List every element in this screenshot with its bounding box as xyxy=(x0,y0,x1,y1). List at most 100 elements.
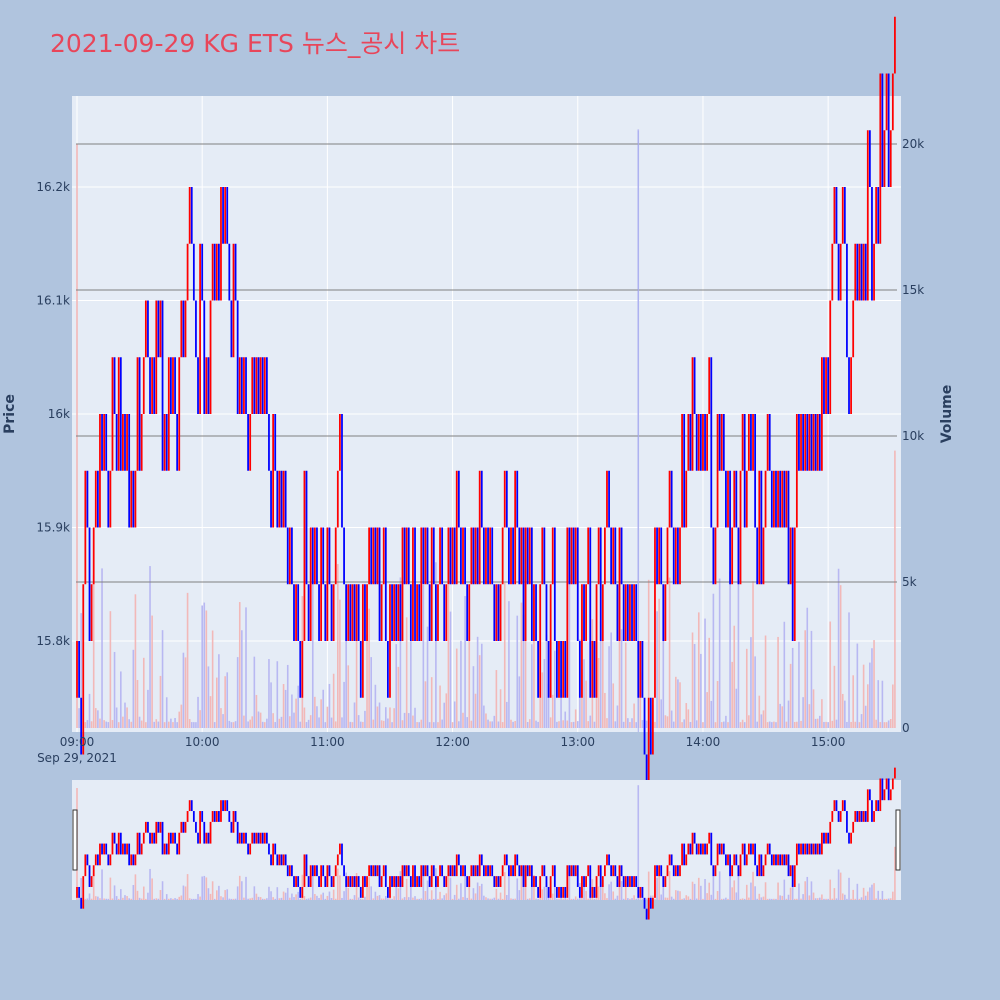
candle xyxy=(163,414,166,471)
volume-bar xyxy=(499,689,502,728)
slider-candle xyxy=(750,843,752,855)
candle xyxy=(568,527,571,585)
slider-candle xyxy=(825,832,827,844)
volume-bar xyxy=(113,651,116,728)
slider-volume-bar xyxy=(309,897,312,900)
slider-volume-bar xyxy=(647,871,650,900)
slider-volume-bar xyxy=(675,890,677,900)
volume-bar xyxy=(618,592,621,728)
volume-bar xyxy=(771,722,773,728)
volume-bar xyxy=(232,722,235,728)
slider-candle xyxy=(887,778,890,801)
slider-volume-bar xyxy=(385,896,387,900)
slider-candle xyxy=(397,876,400,887)
slider-candle xyxy=(530,865,533,887)
slider-volume-bar xyxy=(612,891,615,900)
candle xyxy=(286,527,289,585)
volume-bar xyxy=(351,722,354,728)
candle xyxy=(578,641,581,698)
candle xyxy=(359,641,362,698)
volume-bar xyxy=(126,707,128,728)
slider-volume-bar xyxy=(113,885,116,900)
slider-volume-bar xyxy=(858,898,861,900)
slider-candle xyxy=(864,811,867,822)
slider-volume-bar xyxy=(841,893,844,900)
slider-volume-bar xyxy=(706,893,708,900)
range-slider-left-handle[interactable] xyxy=(72,809,78,871)
candle xyxy=(424,527,427,585)
slider-candle xyxy=(722,843,725,855)
candle xyxy=(762,527,765,585)
slider-volume-bar xyxy=(226,889,229,900)
price-tick-label: 15.9k xyxy=(36,521,70,535)
slider-volume-bar xyxy=(314,894,316,900)
slider-candle xyxy=(341,843,343,866)
volume-bar xyxy=(324,722,327,728)
candle xyxy=(635,584,638,641)
slider-volume-bar xyxy=(351,898,354,900)
slider-candle xyxy=(190,800,193,812)
slider-candle xyxy=(683,843,686,866)
candle xyxy=(702,414,704,471)
range-slider[interactable] xyxy=(72,767,901,920)
slider-volume-bar xyxy=(460,883,462,900)
slider-candle xyxy=(422,865,425,877)
slider-volume-bar xyxy=(255,893,258,900)
candle xyxy=(138,357,141,471)
slider-candle xyxy=(94,854,97,866)
candle xyxy=(82,584,85,755)
candle xyxy=(316,527,318,585)
slider-candle xyxy=(324,876,327,887)
slider-volume-bar xyxy=(708,882,711,900)
slider-volume-bar xyxy=(253,886,256,900)
candle xyxy=(879,73,882,244)
slider-candle xyxy=(704,843,706,855)
volume-bar xyxy=(658,598,660,728)
slider-candle xyxy=(268,843,270,855)
slider-candle xyxy=(491,865,494,877)
candle xyxy=(553,527,556,641)
candle xyxy=(86,470,89,528)
candle xyxy=(487,527,489,585)
volume-bar xyxy=(660,699,663,728)
slider-candle xyxy=(170,832,172,844)
slider-candle xyxy=(336,854,339,866)
candle xyxy=(779,470,782,528)
volume-bar xyxy=(430,677,433,728)
slider-candle xyxy=(879,778,882,812)
slider-candle xyxy=(562,886,565,898)
candle xyxy=(597,527,600,585)
slider-volume-bar xyxy=(407,897,410,900)
slider-candle xyxy=(301,886,304,898)
volume-bar xyxy=(720,722,723,728)
volume-bar xyxy=(241,630,243,728)
volume-bar xyxy=(514,720,516,728)
candle xyxy=(875,187,878,244)
candle xyxy=(754,414,757,528)
slider-volume-bar xyxy=(856,883,859,900)
candle xyxy=(153,357,156,414)
range-slider-right-handle[interactable] xyxy=(895,809,901,871)
slider-volume-bar xyxy=(599,879,602,900)
volume-bar xyxy=(614,721,617,728)
slider-volume-bar xyxy=(188,898,191,900)
slider-volume-bar xyxy=(635,898,637,900)
slider-candle xyxy=(787,854,790,877)
slider-candle xyxy=(188,800,191,812)
candle xyxy=(347,584,350,641)
slider-volume-bar xyxy=(130,898,133,900)
slider-volume-bar xyxy=(241,881,243,900)
slider-candle xyxy=(641,886,644,898)
slider-candle xyxy=(827,832,830,844)
slider-candle xyxy=(259,832,262,844)
candle xyxy=(272,414,275,528)
volume-bar xyxy=(675,676,677,728)
volume-bar xyxy=(99,718,101,728)
slider-volume-bar xyxy=(126,896,128,900)
volume-bar xyxy=(647,579,650,728)
slider-candle xyxy=(629,876,631,887)
price-tick-label: 16.2k xyxy=(36,180,70,194)
slider-candle xyxy=(658,865,661,877)
slider-candle xyxy=(155,821,158,844)
volume-bar xyxy=(249,719,251,728)
